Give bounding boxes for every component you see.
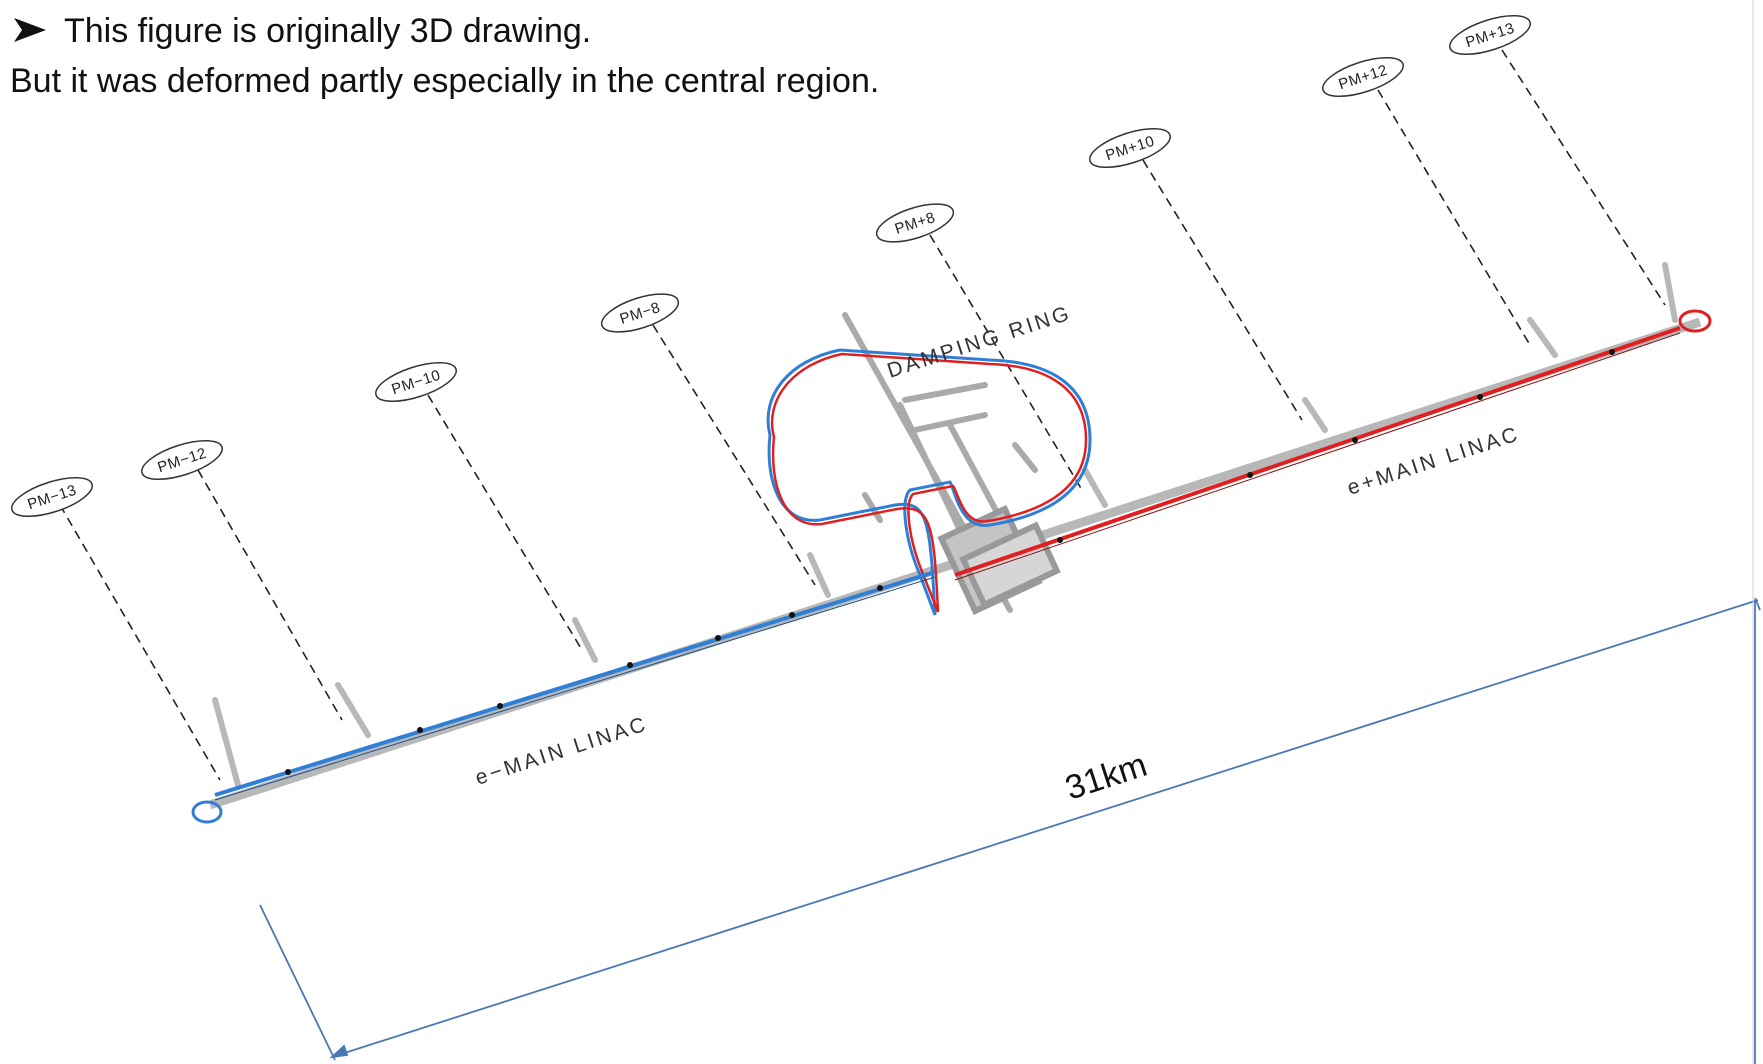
e-plus-turnaround-loop	[1678, 309, 1712, 333]
length-dimension	[259, 597, 1761, 1064]
pm-label-plus-13: PM+13	[1449, 14, 1531, 56]
e-minus-turnaround-loop	[191, 800, 223, 824]
note-line-1: This figure is originally 3D drawing.	[10, 12, 591, 51]
e-minus-linac-label: e−MAIN LINAC	[472, 712, 650, 790]
pm-label-minus-10: PM−10	[375, 361, 457, 403]
pm-label-minus-12: PM−12	[141, 439, 223, 481]
pm-leader-lines	[59, 49, 1666, 781]
pm-label-minus-8: PM−8	[600, 293, 680, 333]
pm-label-plus-8: PM+8	[875, 203, 955, 243]
damping-ring	[766, 348, 1092, 616]
e-plus-beam	[954, 309, 1712, 581]
note-line-2: But it was deformed partly especially in…	[10, 62, 880, 100]
shaft-stubs	[212, 262, 1678, 788]
beamline-markers	[285, 349, 1615, 775]
pm-label-plus-10: PM+10	[1089, 127, 1171, 169]
pm-label-plus-12: PM+12	[1322, 56, 1404, 98]
pm-label-minus-13: PM−13	[11, 476, 93, 518]
note-line-1-text: This figure is originally 3D drawing.	[64, 12, 592, 50]
arrow-bullet-icon	[14, 18, 46, 42]
e-minus-beam	[191, 570, 936, 824]
dimension-arrowhead-icon	[329, 1044, 349, 1059]
